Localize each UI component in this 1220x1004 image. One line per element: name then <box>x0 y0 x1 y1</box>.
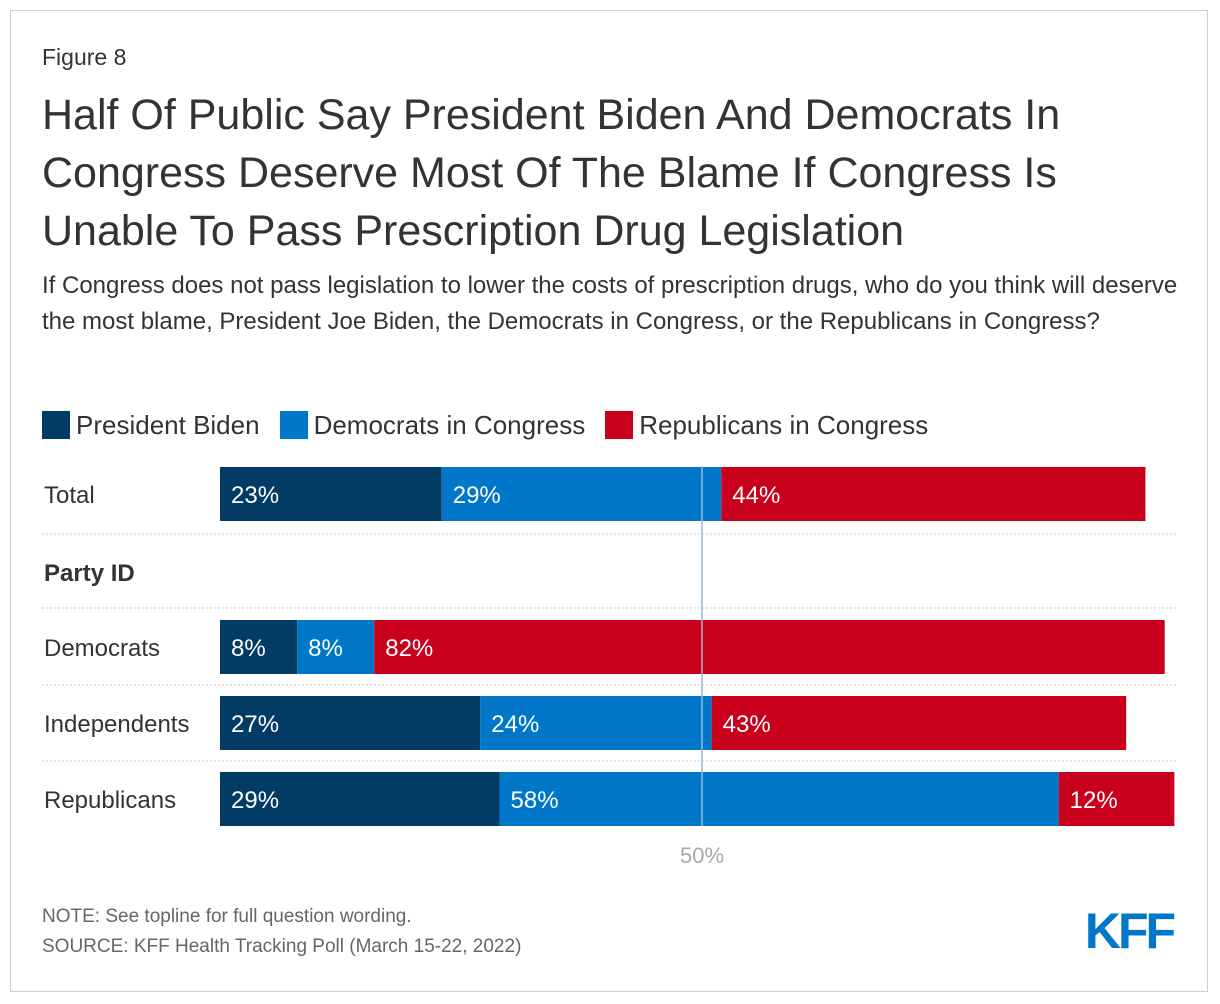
kff-logo-text: KFF <box>1085 906 1175 952</box>
data-label-total-democrats-in-congress: 29% <box>453 482 501 509</box>
data-label-democrats-president-biden: 8% <box>231 635 266 662</box>
bar-total-president-biden <box>220 467 442 521</box>
bar-democrats-republicans-in-congress <box>374 620 1165 674</box>
bar-democrats-democrats-in-congress <box>297 620 375 674</box>
bar-total-democrats-in-congress <box>441 467 722 521</box>
data-label-independents-republicans-in-congress: 43% <box>723 711 771 738</box>
data-label-total-republicans-in-congress: 44% <box>732 482 780 509</box>
bar-independents-republicans-in-congress <box>711 696 1127 750</box>
data-label-independents-president-biden: 27% <box>231 711 279 738</box>
chart-source: SOURCE: KFF Health Tracking Poll (March … <box>42 936 522 957</box>
legend-item-republicans-in-congress: Republicans in Congress <box>605 410 928 441</box>
data-label-democrats-republicans-in-congress: 82% <box>385 635 433 662</box>
bar-independents-democrats-in-congress <box>480 696 712 750</box>
data-label-total-president-biden: 23% <box>231 482 279 509</box>
data-label-republicans-president-biden: 29% <box>231 787 279 814</box>
kff-logo: KFF <box>1085 906 1178 952</box>
data-label-republicans-republicans-in-congress: 12% <box>1070 787 1118 814</box>
chart-title: Half Of Public Say President Biden And D… <box>42 91 1061 255</box>
chart-legend: President Biden Democrats in Congress Re… <box>42 408 948 442</box>
legend-swatch-president-biden <box>42 411 70 439</box>
row-label-republicans: Republicans <box>44 787 176 814</box>
row-label-democrats: Democrats <box>44 635 160 662</box>
bar-republicans-democrats-in-congress <box>499 772 1059 826</box>
section-header-party-id: Party ID <box>44 560 135 587</box>
legend-label-president-biden: President Biden <box>76 409 260 440</box>
row-label-total: Total <box>44 482 95 509</box>
bar-democrats-president-biden <box>220 620 298 674</box>
legend-swatch-republicans-in-congress <box>605 411 634 439</box>
bar-republicans-republicans-in-congress <box>1058 772 1175 826</box>
legend-swatch-democrats-in-congress <box>279 411 308 439</box>
data-label-independents-democrats-in-congress: 24% <box>491 711 539 738</box>
legend-label-democrats-in-congress: Democrats in Congress <box>313 409 586 440</box>
bar-independents-president-biden <box>220 696 481 750</box>
bar-republicans-president-biden <box>220 772 500 826</box>
legend-label-republicans-in-congress: Republicans in Congress <box>639 409 929 440</box>
bar-total-republicans-in-congress <box>721 467 1146 521</box>
data-label-democrats-democrats-in-congress: 8% <box>308 635 343 662</box>
reference-line-label: 50% <box>680 843 724 868</box>
legend-item-president-biden: President Biden <box>42 410 260 441</box>
row-label-independents: Independents <box>44 711 189 738</box>
chart-note: NOTE: See topline for full question word… <box>42 906 412 927</box>
legend-item-democrats-in-congress: Democrats in Congress <box>279 409 586 441</box>
figure-label: Figure 8 <box>42 44 127 70</box>
data-label-republicans-democrats-in-congress: 58% <box>511 787 559 814</box>
chart-subtitle: If Congress does not pass legislation to… <box>42 272 1178 335</box>
stacked-bar-chart: Total 23% 29% 44% Party ID Democrats 8% 8% 82% In… <box>42 466 1176 868</box>
